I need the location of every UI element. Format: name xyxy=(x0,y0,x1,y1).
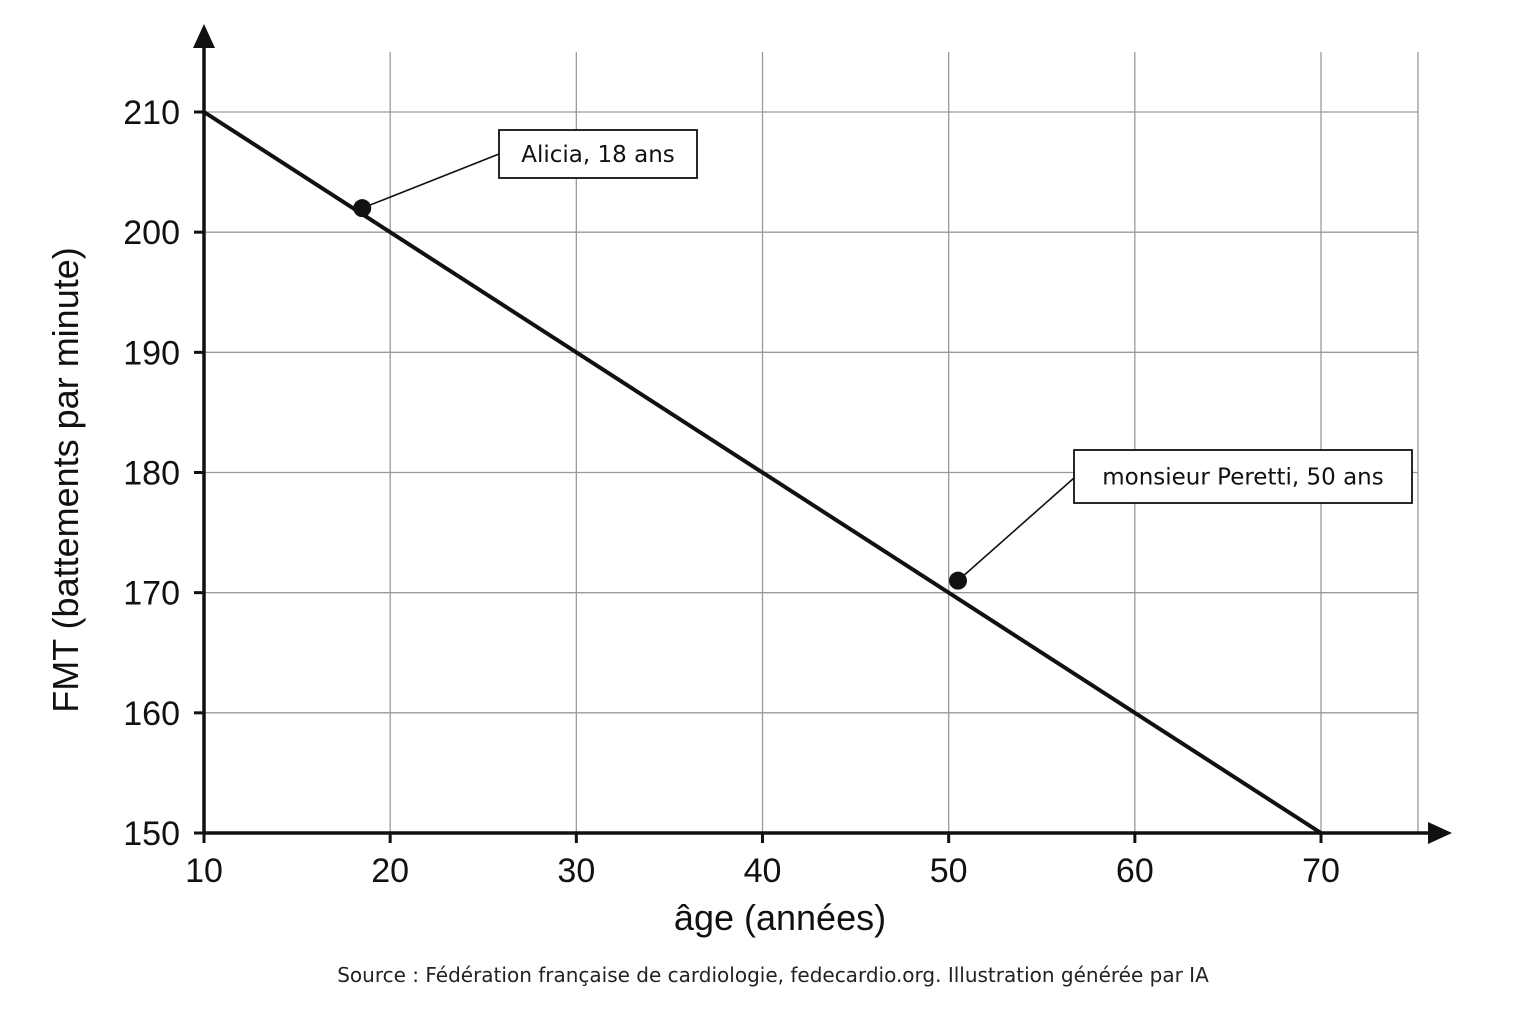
y-tick-label: 160 xyxy=(123,695,180,733)
x-tick-label: 30 xyxy=(557,852,595,890)
annotations: Alicia, 18 ans monsieur Peretti, 50 ans xyxy=(353,129,1413,590)
fmt-line xyxy=(202,110,1323,835)
axes xyxy=(193,24,1452,844)
y-axis-label: FMT (battements par minute) xyxy=(45,247,86,713)
x-tick-label: 20 xyxy=(371,852,409,890)
grid xyxy=(204,52,1419,833)
callout-box xyxy=(498,129,698,179)
callout-label: monsieur Peretti, 50 ans xyxy=(1102,465,1384,491)
x-tick-label: 50 xyxy=(930,852,968,890)
y-tick-label: 170 xyxy=(123,575,180,613)
data-point xyxy=(353,199,372,218)
y-axis-arrow-icon xyxy=(193,24,215,48)
callout-label: Alicia, 18 ans xyxy=(521,142,675,168)
source-caption: Source : Fédération française de cardiol… xyxy=(337,963,1209,987)
data-point xyxy=(948,571,967,590)
x-axis-arrow-icon xyxy=(1428,822,1452,844)
y-tick-label: 190 xyxy=(123,334,180,372)
series xyxy=(202,110,1323,835)
callout-leader xyxy=(361,153,500,209)
x-axis-label: âge (années) xyxy=(674,897,886,938)
y-tick-label: 210 xyxy=(123,94,180,132)
y-tick-label: 150 xyxy=(123,815,180,853)
tick-labels: 10 20 30 40 50 60 70 150 160 170 180 190 200 210 xyxy=(123,94,1340,890)
callout-box xyxy=(1073,449,1413,504)
x-tick-label: 70 xyxy=(1302,852,1340,890)
x-tick-label: 10 xyxy=(185,852,223,890)
x-tick-label: 60 xyxy=(1116,852,1154,890)
x-tick-label: 40 xyxy=(744,852,782,890)
y-tick-label: 200 xyxy=(123,214,180,252)
y-tick-label: 180 xyxy=(123,455,180,493)
callout-leader xyxy=(957,477,1075,582)
